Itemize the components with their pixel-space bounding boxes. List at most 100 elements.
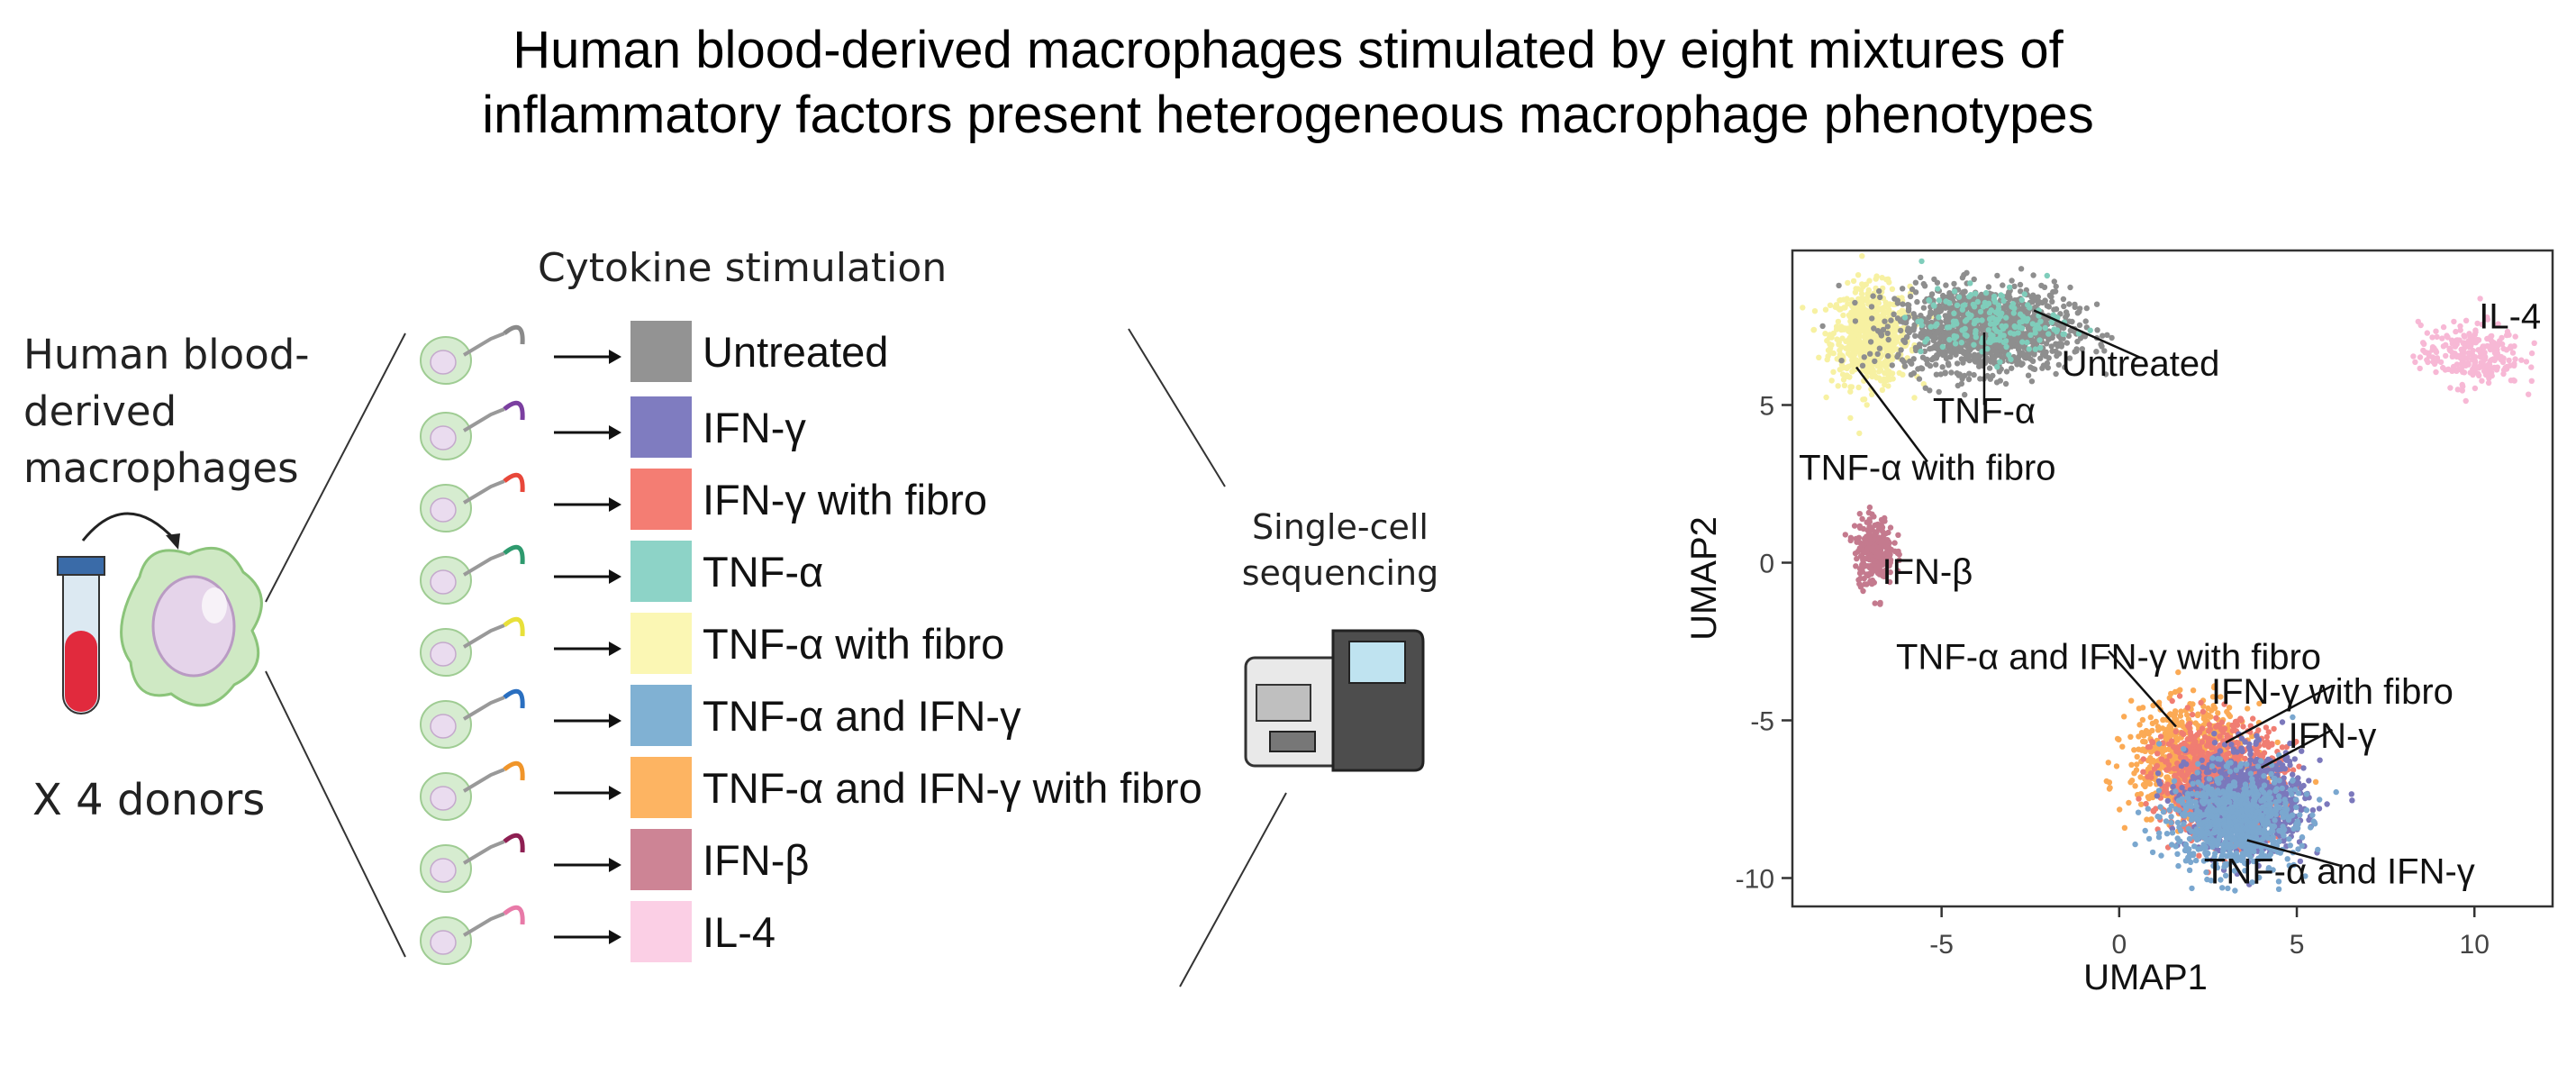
data-point bbox=[1966, 295, 1973, 301]
data-point bbox=[1970, 309, 1976, 316]
data-point bbox=[1864, 538, 1871, 545]
data-point bbox=[2176, 792, 2182, 798]
data-point bbox=[2168, 723, 2174, 729]
data-point bbox=[1862, 549, 1868, 555]
data-point bbox=[2245, 799, 2252, 806]
data-point bbox=[1916, 376, 1923, 382]
data-point bbox=[1845, 350, 1852, 357]
data-point bbox=[2158, 789, 2165, 796]
data-point bbox=[2055, 325, 2062, 332]
data-point bbox=[2215, 795, 2221, 801]
data-point bbox=[2179, 730, 2185, 736]
data-point bbox=[1864, 545, 1871, 551]
data-point bbox=[2245, 859, 2252, 865]
data-point bbox=[2148, 745, 2154, 751]
data-point bbox=[2207, 753, 2214, 760]
data-point bbox=[1864, 555, 1871, 562]
data-point bbox=[2005, 317, 2011, 323]
data-point bbox=[2188, 774, 2195, 780]
data-point bbox=[2255, 719, 2263, 726]
data-point bbox=[2528, 364, 2535, 370]
data-point bbox=[2463, 397, 2469, 405]
data-point bbox=[1855, 315, 1861, 322]
data-point bbox=[2159, 748, 2165, 754]
data-point bbox=[1986, 327, 1992, 333]
data-point bbox=[2239, 748, 2245, 754]
data-point bbox=[2200, 781, 2207, 788]
data-point bbox=[2119, 743, 2126, 750]
data-point bbox=[2227, 776, 2235, 782]
data-point bbox=[1847, 534, 1855, 541]
data-point bbox=[1881, 573, 1887, 580]
data-point bbox=[1862, 326, 1868, 332]
data-point bbox=[1877, 547, 1884, 554]
data-point bbox=[2210, 811, 2218, 817]
data-point bbox=[2193, 766, 2200, 773]
data-point bbox=[2215, 800, 2221, 806]
data-point bbox=[1960, 340, 1966, 346]
data-point bbox=[2145, 731, 2152, 737]
data-point bbox=[2023, 308, 2030, 315]
data-point bbox=[2205, 763, 2211, 769]
data-point bbox=[2187, 760, 2194, 768]
data-point bbox=[2247, 770, 2254, 777]
data-point bbox=[2257, 767, 2264, 773]
data-point bbox=[2482, 363, 2489, 369]
data-point bbox=[1967, 328, 1973, 334]
data-point bbox=[1951, 335, 1958, 341]
data-point bbox=[1991, 331, 1998, 338]
data-point bbox=[1881, 554, 1888, 560]
data-point bbox=[1862, 311, 1869, 317]
data-point bbox=[2048, 316, 2055, 323]
data-point bbox=[2188, 817, 2195, 824]
data-point bbox=[2205, 705, 2211, 712]
data-point bbox=[2148, 774, 2154, 780]
data-point bbox=[1846, 312, 1853, 318]
data-point bbox=[2254, 810, 2260, 816]
data-point bbox=[1875, 556, 1882, 562]
data-point bbox=[1877, 367, 1884, 373]
data-point bbox=[1995, 305, 2002, 313]
data-point bbox=[1879, 387, 1886, 393]
data-point bbox=[2252, 818, 2258, 824]
data-point bbox=[1973, 334, 1979, 341]
data-point bbox=[1912, 279, 1919, 286]
data-point bbox=[1892, 321, 1900, 328]
data-point bbox=[2433, 369, 2439, 376]
data-point bbox=[1975, 345, 1982, 352]
data-point bbox=[1953, 321, 1959, 328]
data-point bbox=[2188, 806, 2194, 813]
data-point bbox=[1841, 325, 1847, 332]
data-point bbox=[1891, 332, 1897, 339]
data-point bbox=[2190, 777, 2196, 784]
data-point bbox=[2191, 756, 2198, 763]
data-point bbox=[2237, 770, 2245, 778]
data-point bbox=[2187, 799, 2193, 806]
data-point bbox=[2160, 740, 2166, 746]
data-point bbox=[2211, 802, 2218, 808]
data-point bbox=[2204, 738, 2210, 744]
data-point bbox=[2218, 726, 2225, 733]
data-point bbox=[1973, 339, 1980, 345]
data-point bbox=[2014, 336, 2020, 342]
data-point bbox=[2013, 310, 2020, 316]
data-point bbox=[1868, 308, 1874, 314]
data-point bbox=[2265, 811, 2272, 817]
data-point bbox=[2207, 793, 2214, 799]
data-point bbox=[2241, 824, 2247, 830]
data-point bbox=[1887, 557, 1893, 563]
data-point bbox=[1979, 327, 1985, 333]
data-point bbox=[1871, 330, 1877, 336]
data-point bbox=[1938, 341, 1945, 348]
data-point bbox=[2194, 806, 2201, 812]
data-point bbox=[1876, 332, 1882, 338]
data-point bbox=[1871, 299, 1877, 305]
data-point bbox=[2082, 318, 2089, 324]
data-point bbox=[2209, 723, 2216, 730]
data-point bbox=[2195, 733, 2201, 739]
data-point bbox=[2027, 364, 2034, 370]
data-point bbox=[1861, 315, 1867, 322]
data-point bbox=[2213, 776, 2220, 782]
data-point bbox=[2191, 785, 2197, 792]
data-point bbox=[2179, 797, 2185, 804]
